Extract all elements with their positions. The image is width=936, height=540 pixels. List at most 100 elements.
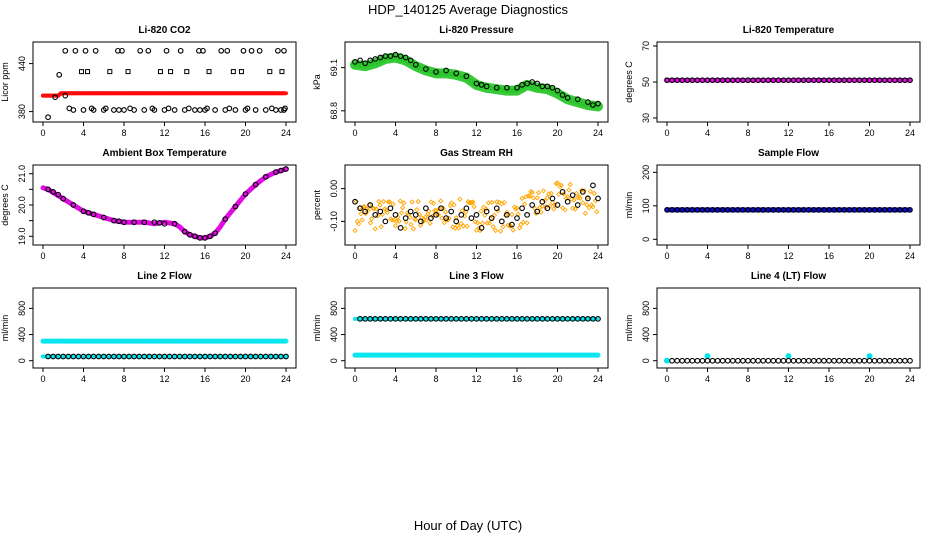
data-point	[392, 223, 399, 229]
data-point	[473, 211, 480, 218]
data-point	[53, 354, 58, 359]
data-point	[438, 198, 444, 204]
data-point	[102, 105, 109, 112]
data-point	[391, 217, 397, 223]
data-point	[173, 339, 178, 344]
x-tick-label: 12	[783, 251, 793, 261]
data-point	[149, 91, 154, 96]
data-point	[489, 86, 494, 91]
data-point	[192, 107, 198, 113]
data-point	[574, 202, 581, 208]
data-point	[428, 353, 433, 358]
data-point	[41, 93, 46, 98]
data-point	[450, 224, 456, 230]
data-point	[253, 182, 258, 187]
data-point	[408, 221, 414, 228]
data-point	[151, 91, 156, 96]
x-tick-label: 16	[512, 128, 522, 138]
data-point	[530, 353, 535, 358]
data-point	[48, 93, 53, 98]
data-point	[568, 353, 573, 358]
data-point	[161, 220, 168, 227]
data-point	[276, 339, 281, 344]
x-tick-label: 12	[471, 128, 481, 138]
x-tick-label: 20	[864, 374, 874, 384]
data-point	[851, 357, 858, 364]
data-point	[463, 73, 470, 80]
data-point	[534, 80, 541, 87]
data-point	[157, 69, 163, 75]
data-point	[585, 316, 590, 321]
data-point	[86, 339, 91, 344]
panel-title: Li-820 Pressure	[439, 25, 514, 36]
x-tick-label: 0	[352, 251, 357, 261]
data-point	[478, 82, 485, 88]
data-point	[579, 189, 586, 195]
data-point	[529, 189, 535, 195]
data-point	[387, 205, 394, 212]
data-point	[233, 204, 238, 209]
series-layer	[41, 47, 288, 121]
data-point	[519, 82, 525, 88]
data-point	[244, 91, 249, 96]
x-tick-label: 20	[864, 251, 874, 261]
data-point	[505, 353, 510, 358]
data-point	[146, 339, 151, 344]
data-point	[111, 339, 116, 344]
data-point	[755, 357, 761, 364]
x-tick-label: 20	[552, 251, 562, 261]
data-point	[226, 91, 231, 96]
data-point	[528, 353, 533, 358]
data-point	[163, 47, 170, 54]
y-tick-label: 0	[641, 358, 651, 363]
data-point	[137, 220, 142, 225]
data-point	[121, 219, 127, 226]
data-point	[453, 215, 459, 221]
data-point	[478, 208, 484, 214]
data-point	[360, 353, 365, 358]
data-point	[425, 353, 430, 358]
data-point	[219, 91, 224, 96]
data-point	[283, 353, 289, 360]
data-point	[719, 357, 726, 364]
data-point	[900, 207, 905, 212]
y-tick-label: 440	[17, 56, 27, 71]
data-point	[48, 339, 53, 344]
data-point	[400, 353, 405, 358]
data-point	[575, 353, 580, 358]
data-point	[179, 91, 184, 96]
series-layer	[352, 180, 601, 234]
data-point	[902, 78, 907, 83]
x-tick-label: 8	[745, 251, 750, 261]
data-point	[760, 357, 767, 364]
data-point	[413, 217, 419, 223]
data-point	[223, 339, 228, 344]
data-point	[897, 78, 902, 83]
data-point	[380, 353, 385, 358]
data-point	[810, 357, 817, 364]
data-point	[729, 357, 736, 364]
data-point	[554, 180, 561, 186]
data-point	[534, 208, 541, 215]
data-point	[418, 353, 423, 358]
data-point	[176, 91, 181, 96]
x-tick-label: 0	[40, 128, 45, 138]
data-point	[126, 91, 131, 96]
data-point	[498, 353, 503, 358]
data-point	[377, 208, 384, 215]
data-point	[184, 69, 190, 75]
data-point	[139, 220, 144, 225]
data-point	[94, 91, 99, 96]
data-point	[236, 339, 241, 344]
data-point	[156, 339, 161, 344]
x-tick-label: 16	[824, 128, 834, 138]
y-axis-title: ml/min	[624, 315, 634, 342]
data-point	[80, 208, 87, 215]
data-point	[402, 54, 409, 61]
data-point	[121, 107, 127, 113]
data-point	[174, 91, 179, 96]
data-point	[380, 198, 387, 205]
data-point	[197, 235, 202, 240]
data-point	[269, 91, 274, 96]
data-point	[470, 353, 475, 358]
